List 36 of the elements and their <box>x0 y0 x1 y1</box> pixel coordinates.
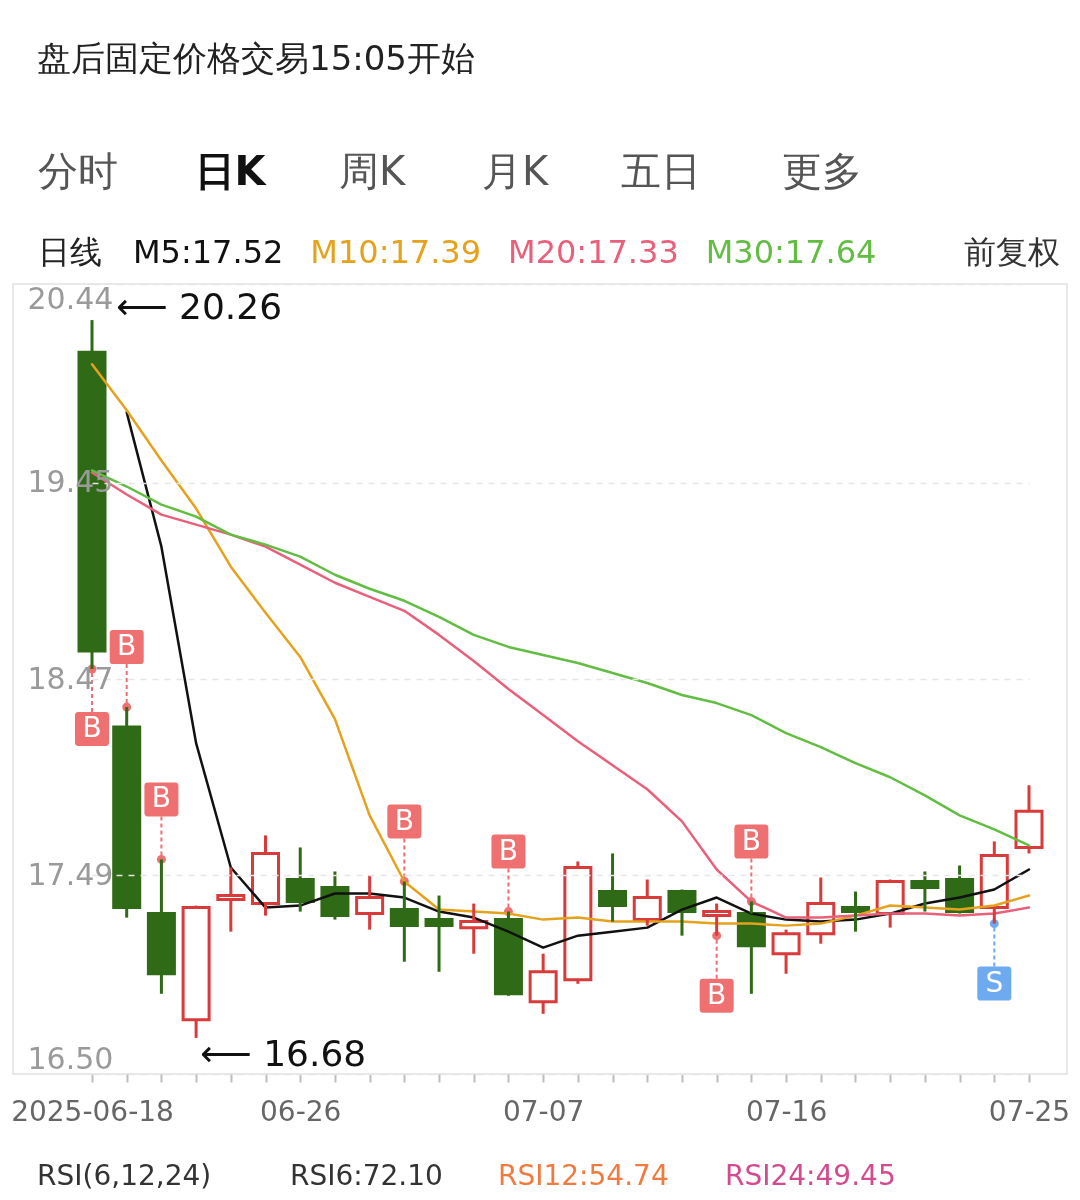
annotation: B <box>82 710 102 744</box>
text: 日K <box>194 148 268 194</box>
x-tick-label: 06-26 <box>260 1094 342 1128</box>
legend-title: 日线 <box>38 233 102 271</box>
text: 五日 <box>621 148 701 194</box>
text: 周K <box>338 148 407 194</box>
text: M30:17.64 <box>705 233 877 271</box>
annotation: B <box>498 833 519 867</box>
text: RSI24:49.45 <box>725 1159 896 1192</box>
annotation: S <box>985 965 1004 999</box>
text: 月K <box>481 148 550 194</box>
y-tick-label: 17.49 <box>27 857 114 892</box>
annotation: ⟵ 20.26 <box>116 286 283 328</box>
text: 更多 <box>782 148 862 194</box>
text: 盘后固定价格交易15:05开始 <box>37 38 475 78</box>
text: RSI6:72.10 <box>290 1159 443 1192</box>
x-tick-label: 07-16 <box>745 1094 828 1128</box>
text: M10:17.39 <box>310 233 482 271</box>
text: M20:17.33 <box>508 233 679 271</box>
text: RSI(6,12,24) <box>37 1159 212 1192</box>
y-tick-label: 20.44 <box>27 280 114 316</box>
annotation: B <box>741 823 761 857</box>
y-tick-label: 18.47 <box>27 660 114 696</box>
text: M5:17.52 <box>133 233 284 271</box>
text: 前复权 <box>964 233 1060 271</box>
annotation: ⟵ 16.68 <box>200 1032 367 1074</box>
annotation: B <box>151 781 172 815</box>
annotation: B <box>117 629 137 663</box>
annotation: B <box>707 977 727 1011</box>
text: 分时 <box>38 148 118 194</box>
x-tick-label: 2025-06-18 <box>11 1094 174 1128</box>
x-tick-label: 07-25 <box>988 1094 1071 1128</box>
x-tick-label: 07-07 <box>502 1094 585 1128</box>
annotation: B <box>394 803 414 837</box>
text: RSI12:54.74 <box>498 1159 669 1192</box>
y-tick-label: 16.50 <box>27 1040 114 1076</box>
